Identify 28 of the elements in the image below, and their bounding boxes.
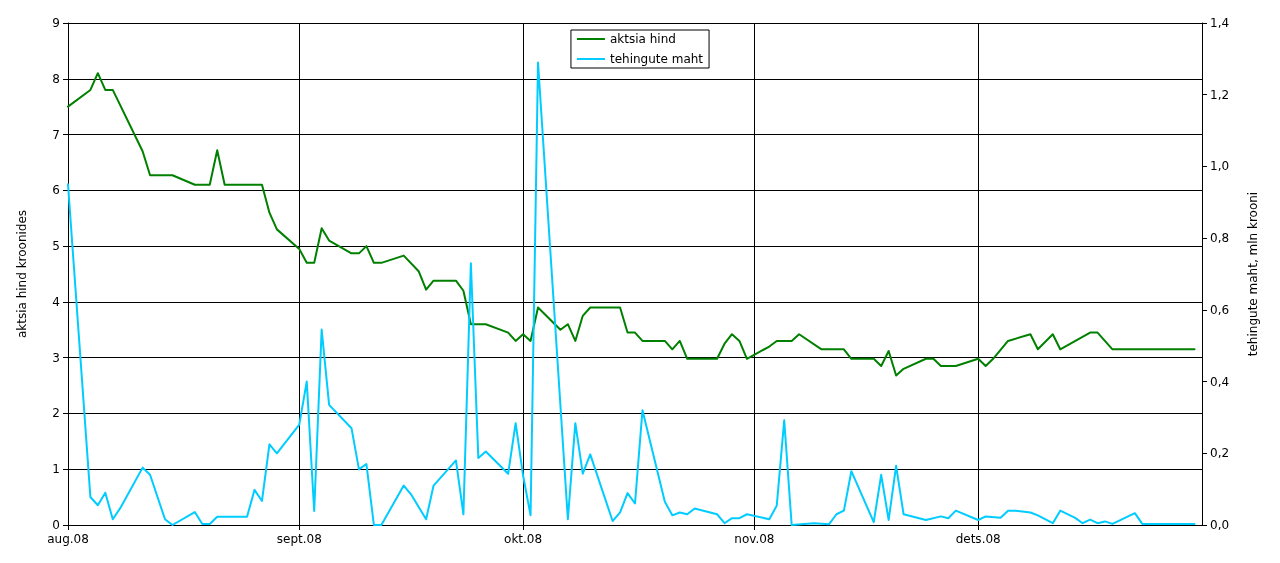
x-tick-label: dets.08 <box>955 532 1001 546</box>
y2-tick-label: 0,2 <box>1210 446 1230 461</box>
y-tick-label: 5 <box>52 239 60 254</box>
y-tick-label: 4 <box>52 294 60 309</box>
y-tick-label: 0 <box>52 518 60 532</box>
y2-tick-label: 0,0 <box>1210 518 1230 532</box>
y2-tick-label: 1,0 <box>1210 159 1230 174</box>
y2-tick-label: 0,8 <box>1210 231 1230 246</box>
x-tick-label: aug.08 <box>47 532 89 546</box>
x-tick-label: okt.08 <box>504 532 543 546</box>
y-axis-title: aktsia hind kroonides <box>15 209 29 339</box>
y-tick-label: 8 <box>52 71 60 86</box>
legend-label: tehingute maht <box>609 52 704 66</box>
y-tick-label: 2 <box>52 406 60 421</box>
y2-axis-title: tehingute maht, mln krooni <box>1246 191 1260 357</box>
y-tick-label: 9 <box>52 16 60 30</box>
y-tick-label: 7 <box>52 127 60 142</box>
y2-tick-label: 0,4 <box>1210 374 1230 389</box>
y-tick-label: 3 <box>52 350 60 365</box>
legend-label: aktsia hind <box>609 32 676 46</box>
y2-tick-label: 0,6 <box>1210 302 1230 317</box>
y2-tick-label: 1,4 <box>1210 16 1230 30</box>
x-tick-label: sept.08 <box>276 532 322 546</box>
x-tick-label: nov.08 <box>734 532 775 546</box>
y2-tick-label: 1,2 <box>1210 87 1230 102</box>
y-tick-label: 6 <box>52 183 60 198</box>
line-series <box>67 72 1196 377</box>
y-tick-label: 1 <box>52 462 60 477</box>
